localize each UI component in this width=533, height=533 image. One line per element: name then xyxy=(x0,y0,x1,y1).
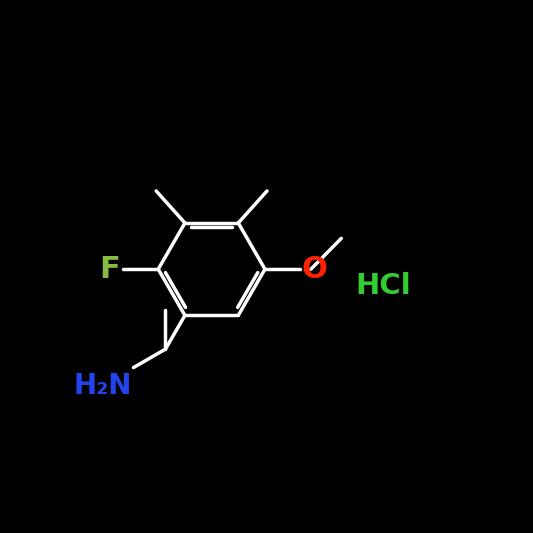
Text: O: O xyxy=(302,255,328,284)
Text: H₂N: H₂N xyxy=(73,372,132,400)
Text: HCl: HCl xyxy=(355,272,411,300)
Text: F: F xyxy=(100,255,120,284)
